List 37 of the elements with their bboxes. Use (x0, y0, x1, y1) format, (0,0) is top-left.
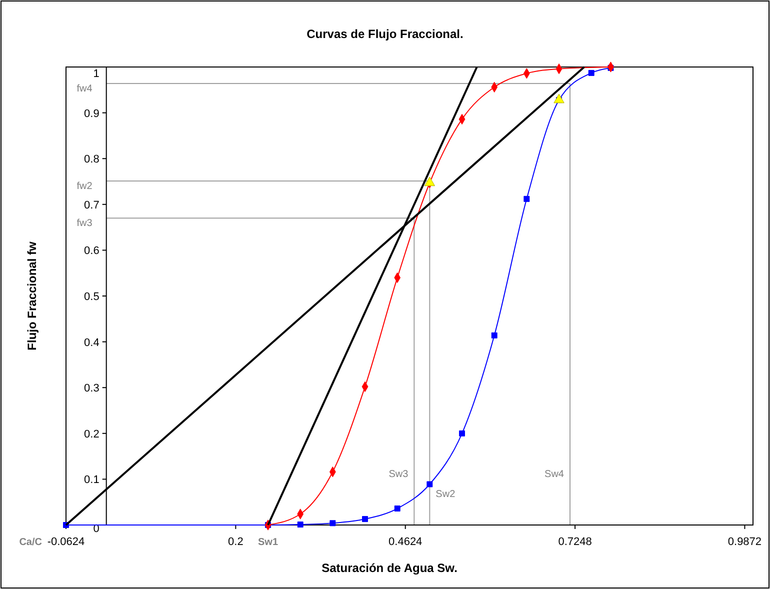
annotation: Ca/C (19, 537, 42, 548)
y-tick-label: 0.2 (84, 428, 100, 440)
point (297, 522, 304, 528)
point (491, 332, 498, 338)
ref-line-label: fw2 (76, 181, 93, 192)
y-tick-label: 0.1 (84, 474, 100, 486)
x-tick-label: 0.4624 (388, 536, 422, 548)
y-tick-label: 0.7 (84, 199, 100, 212)
point (362, 516, 368, 522)
point (554, 94, 564, 104)
chart-title: Curvas de Flujo Fraccional. (306, 27, 464, 41)
point (588, 70, 594, 76)
point (459, 430, 465, 436)
y-tick-label: 0.6 (84, 245, 100, 258)
point (424, 176, 436, 186)
y-tick-label: 0.9 (84, 108, 100, 120)
x-tick-label: 0.9872 (728, 536, 762, 548)
point (330, 520, 336, 526)
y-tick-label: 0.8 (84, 154, 100, 166)
point (394, 506, 400, 512)
ref-line-label: Sw4 (544, 469, 564, 480)
x-axis-title: Saturación de Agua Sw. (322, 561, 458, 575)
y-tick-label: 1 (93, 68, 100, 80)
ref-line-label: fw3 (76, 218, 93, 230)
y-tick-label: 0.5 (84, 291, 100, 303)
x-tick-label: 0.7248 (558, 536, 592, 548)
annotation: Sw1 (258, 537, 278, 548)
ref-line-label: Sw2 (436, 489, 456, 500)
ref-line-label: fw4 (76, 83, 93, 94)
point (426, 481, 433, 488)
x-tick-label: 0.2 (228, 536, 244, 548)
point (524, 196, 530, 202)
y-tick-label: 0.3 (84, 382, 100, 395)
x-tick-label: -0.0624 (47, 536, 85, 548)
ref-line-label: Sw3 (388, 469, 409, 480)
y-axis-title: Flujo Fraccional fw (25, 241, 39, 350)
y-tick-label: 0.4 (84, 336, 100, 349)
